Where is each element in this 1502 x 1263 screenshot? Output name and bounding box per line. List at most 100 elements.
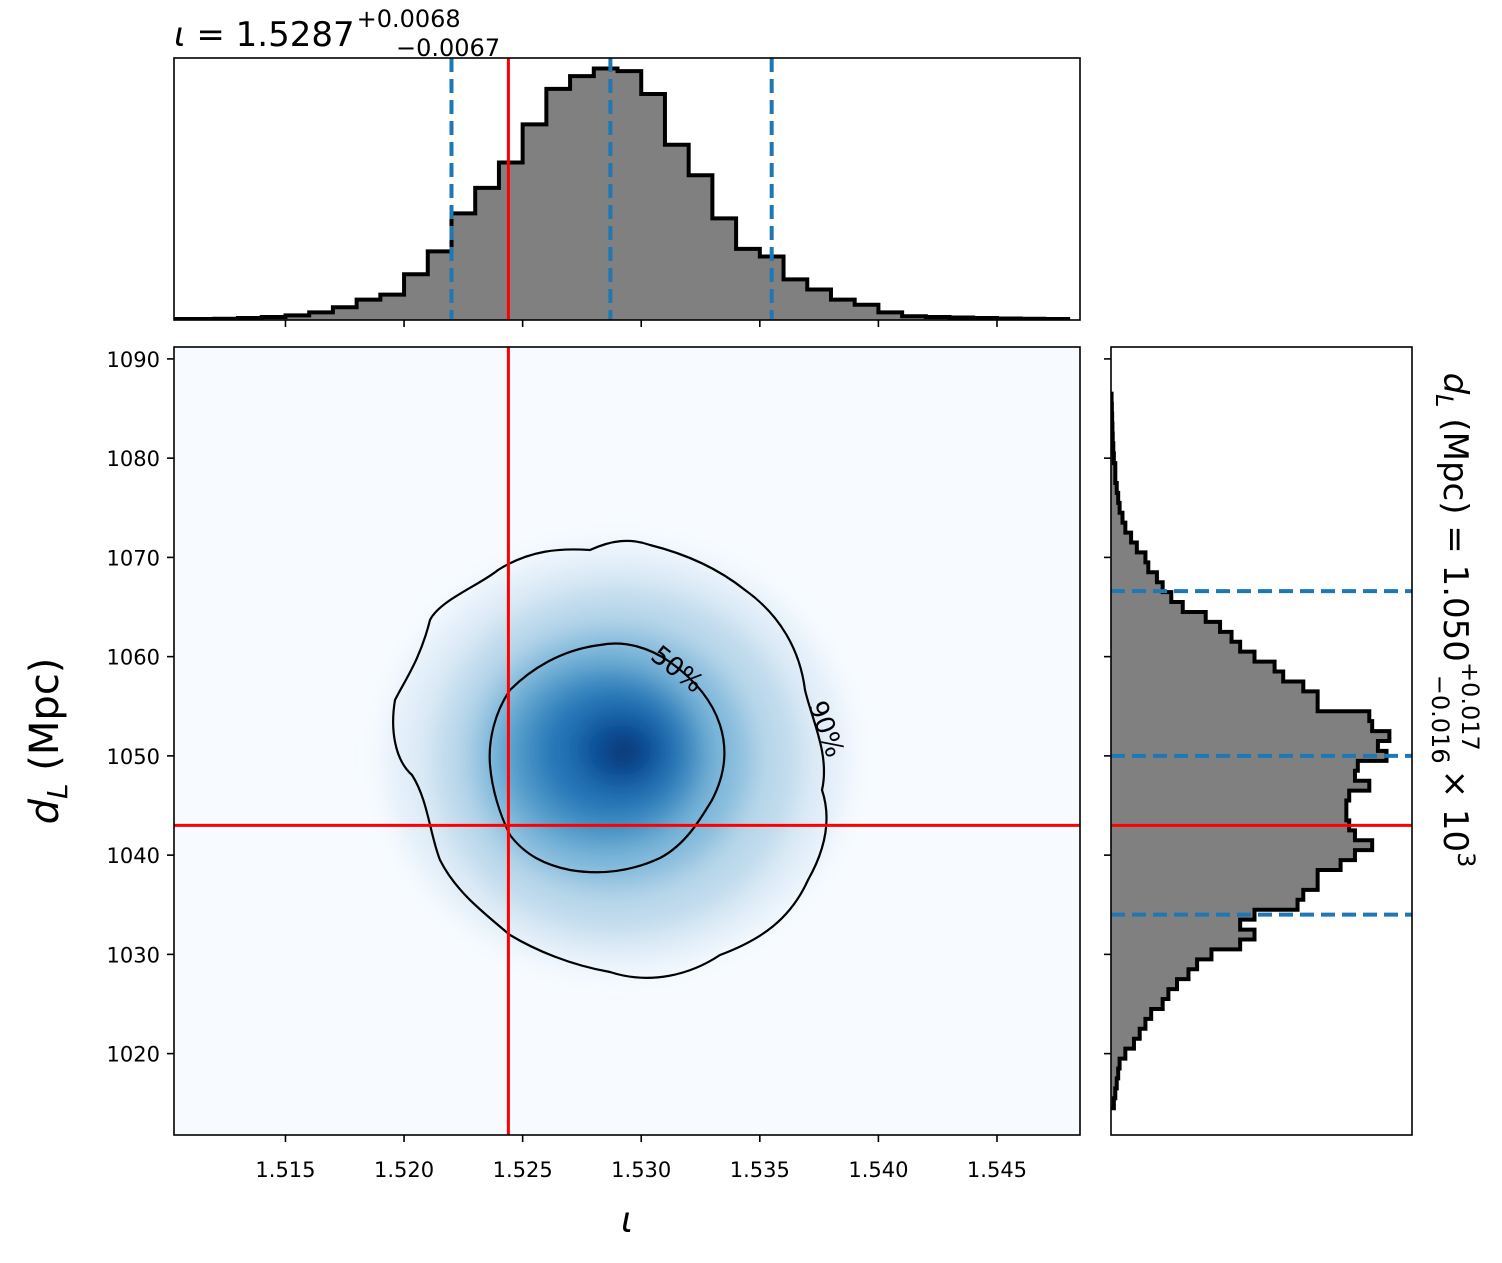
right-histogram-bar <box>1111 681 1304 692</box>
right-histogram-bar <box>1111 760 1358 772</box>
top-histogram-bar <box>570 76 595 320</box>
right-histogram-bar <box>1111 1088 1116 1099</box>
top-title-value: 1.5287 <box>236 15 355 55</box>
x-tick-label: 1.545 <box>967 1158 1027 1182</box>
right-histogram-bar <box>1111 1068 1119 1079</box>
right-histogram-bar <box>1111 840 1373 851</box>
y-tick-label: 1060 <box>107 646 160 670</box>
right-histogram-bar <box>1111 1048 1126 1060</box>
x-tick-label: 1.530 <box>611 1158 671 1182</box>
right-histogram-bar <box>1111 701 1318 712</box>
top-histogram-bar <box>546 88 571 320</box>
right-y-ticks <box>1104 358 1111 1055</box>
y-axis-label-sub: L <box>41 783 74 799</box>
right-title: dL (Mpc) = 1.050+0.017−0.016× 103 <box>1426 373 1484 868</box>
right-histogram-bar <box>1111 929 1255 940</box>
top-histogram-bar <box>664 144 690 320</box>
right-histogram-bar <box>1111 949 1212 960</box>
x-tick-label: 1.515 <box>255 1158 315 1182</box>
right-histogram-bar <box>1111 919 1241 931</box>
y-tick-label: 1080 <box>107 447 160 471</box>
right-histogram-bar <box>1111 621 1221 633</box>
y-tick-label: 1040 <box>107 844 160 868</box>
right-title-symbol: d <box>1435 373 1475 395</box>
right-title-minus: −0.016 <box>1426 675 1454 764</box>
joint-plot-frame <box>173 346 1081 1136</box>
right-histogram-bar <box>1111 691 1318 702</box>
top-histogram-bar <box>475 187 500 320</box>
right-histogram-bar <box>1111 562 1149 573</box>
y-tick-label: 1070 <box>107 546 160 570</box>
right-histogram-bar <box>1111 879 1318 891</box>
top-histogram-bar <box>427 251 452 320</box>
top-histogram-bar <box>451 213 476 320</box>
top-histogram-bar <box>498 162 524 320</box>
joint-y-axis-ticks: 1020 1030 1040 1050 1060 1070 1080 1090 <box>107 348 174 1067</box>
right-histogram-bar <box>1111 572 1157 583</box>
right-marginal-panel: dL (Mpc) = 1.050+0.017−0.016× 103 <box>1104 346 1484 1136</box>
top-histogram-bar <box>285 315 310 320</box>
top-histogram-bar <box>712 218 737 320</box>
contour-90-percent <box>392 539 828 979</box>
top-histogram-bar <box>356 299 381 320</box>
right-histogram-bar <box>1111 641 1241 653</box>
right-histogram-bar <box>1111 860 1341 871</box>
right-histogram-bar <box>1111 671 1284 682</box>
y-tick-label: 1020 <box>107 1043 160 1067</box>
top-histogram-bar <box>736 248 761 320</box>
joint-panel: 50% 90% 1.515 1.520 1.525 1.530 1.535 1.540 1.… <box>22 346 1081 1241</box>
top-histogram-bar <box>332 307 358 320</box>
right-title-exponent: 3 <box>1452 852 1480 867</box>
top-marginal-panel: ι = 1.5287+0.0068 −0.0067 <box>173 5 1081 327</box>
top-histogram-bar <box>783 279 808 320</box>
top-histogram-bar <box>380 294 405 320</box>
right-histogram-bar <box>1111 989 1169 1000</box>
top-histogram-bar <box>830 299 856 320</box>
y-axis-label: dL (Mpc) <box>22 658 74 825</box>
top-histogram-bar <box>404 274 429 320</box>
y-axis-label-symbol: d <box>22 798 68 824</box>
right-histogram-bar <box>1111 741 1378 752</box>
right-histogram-bar <box>1111 502 1120 514</box>
x-tick-label: 1.535 <box>730 1158 790 1182</box>
right-histogram-bar <box>1111 1018 1146 1030</box>
right-histogram-bar <box>1111 790 1350 802</box>
right-histogram-bar <box>1111 711 1370 722</box>
top-histogram-bar <box>309 312 334 320</box>
right-histogram-bar <box>1111 800 1347 811</box>
top-histogram-bar <box>641 93 666 320</box>
right-histogram-bar <box>1111 721 1373 732</box>
right-histogram-bar <box>1111 552 1146 563</box>
right-histogram-bar <box>1111 611 1206 623</box>
top-title-minus: −0.0067 <box>396 34 500 62</box>
top-title: ι = 1.5287+0.0068 <box>174 5 461 55</box>
right-histogram-bar <box>1111 939 1241 950</box>
y-axis-label-unit: (Mpc) <box>22 658 68 771</box>
y-tick-label: 1090 <box>107 348 160 372</box>
right-histogram-bar <box>1111 473 1116 484</box>
x-tick-label: 1.520 <box>374 1158 434 1182</box>
right-histogram-bar <box>1111 661 1275 673</box>
x-axis-label: ι <box>621 1200 633 1241</box>
right-title-unit: (Mpc) <box>1435 418 1475 514</box>
right-histogram-bar <box>1111 870 1318 881</box>
x-tick-label: 1.525 <box>493 1158 553 1182</box>
right-histogram-outline <box>1111 391 1392 1111</box>
right-histogram-bar <box>1111 482 1117 494</box>
right-histogram-bar <box>1111 1058 1120 1070</box>
right-title-plus: +0.017 <box>1456 662 1484 751</box>
top-plot-frame <box>173 57 1081 321</box>
right-histogram-bar <box>1111 850 1355 861</box>
joint-x-axis-ticks: 1.515 1.520 1.525 1.530 1.535 1.540 1.545 <box>255 1135 1027 1182</box>
right-histogram-bar <box>1111 463 1116 474</box>
top-histogram-bar <box>878 312 903 320</box>
right-histogram-bar <box>1111 651 1255 663</box>
top-marker-lines <box>449 58 774 320</box>
top-title-symbol: ι <box>174 15 186 55</box>
top-x-ticks <box>284 320 998 327</box>
right-histogram-bar <box>1111 592 1172 603</box>
right-title-scale: × 10 <box>1435 770 1475 853</box>
top-histogram-bar <box>807 289 832 320</box>
right-histogram-bar <box>1111 492 1119 504</box>
